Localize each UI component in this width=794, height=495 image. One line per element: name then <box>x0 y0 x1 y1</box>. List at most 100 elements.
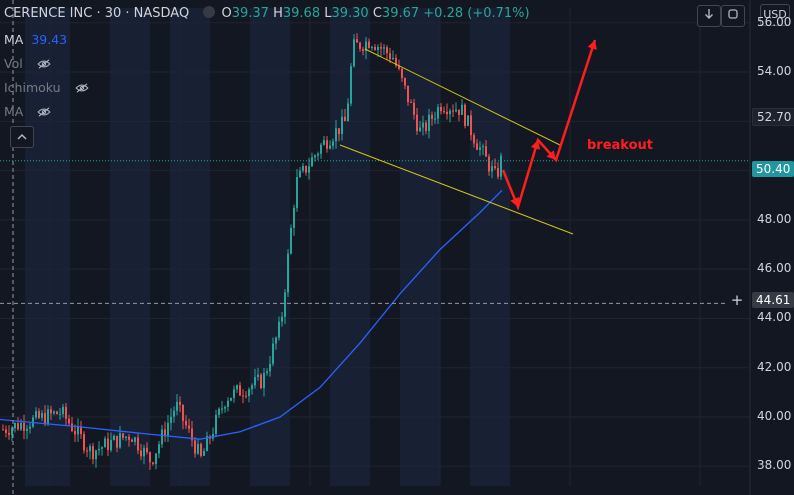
candle-body <box>2 429 4 431</box>
candle-body <box>461 104 463 115</box>
market-status-icon <box>203 6 216 18</box>
candle-body <box>110 440 112 451</box>
candle-body <box>5 429 7 433</box>
candle-body <box>215 414 217 434</box>
eye-off-icon[interactable] <box>74 83 89 93</box>
collapse-legend-button[interactable] <box>10 126 34 148</box>
candle-body <box>470 115 472 136</box>
candle-body <box>68 418 70 424</box>
candle-body <box>368 41 370 48</box>
candle-body <box>497 168 499 177</box>
candle-body <box>128 436 130 440</box>
candle-body <box>92 446 94 460</box>
symbol-legend: CERENCE INC · 30 · NASDAQ O39.37 H39.68 … <box>4 6 530 21</box>
candle-body <box>74 431 76 435</box>
breakout-annotation[interactable]: breakout <box>587 138 654 153</box>
indicator-vol-row[interactable]: Vol <box>4 56 51 71</box>
candle-body <box>413 102 415 115</box>
candle-body <box>464 104 466 126</box>
channel-lower-line <box>339 144 574 235</box>
candle-body <box>101 447 103 449</box>
candle-body <box>143 447 145 457</box>
eye-off-icon[interactable] <box>37 59 51 69</box>
session-band <box>470 8 510 486</box>
arrow-head <box>530 140 541 150</box>
candle-body <box>191 428 193 441</box>
candle-body <box>182 404 184 421</box>
candle-body <box>221 408 223 410</box>
candle-body <box>284 292 286 317</box>
eye-off-icon[interactable] <box>37 107 51 117</box>
session-band <box>250 8 290 486</box>
candle-body <box>218 408 220 415</box>
candle-body <box>134 437 136 442</box>
fullscreen-button[interactable] <box>721 5 745 27</box>
scroll-down-button[interactable] <box>697 5 721 27</box>
candle-body <box>281 316 283 322</box>
candle-body <box>77 426 79 435</box>
candle-body <box>446 111 448 115</box>
symbol-title[interactable]: CERENCE INC · 30 · NASDAQ <box>4 6 190 21</box>
candle-body <box>422 122 424 128</box>
candle-body <box>365 41 367 51</box>
candle-body <box>293 207 295 228</box>
candle-body <box>50 409 52 414</box>
candle-body <box>395 57 397 66</box>
candle-body <box>296 177 298 208</box>
close-value: 39.67 <box>381 6 420 21</box>
indicator-ichimoku-row[interactable]: Ichimoku <box>4 80 89 95</box>
candle-body <box>59 413 61 415</box>
change-value: +0.28 (+0.71%) <box>423 6 530 21</box>
moving-average-line <box>0 189 503 440</box>
candle-body <box>56 411 58 415</box>
candle-body <box>122 433 124 438</box>
indicator-ichimoku-name: Ichimoku <box>4 80 61 95</box>
indicator-ma2-name: MA <box>4 104 24 119</box>
upper-price-tag: 52.70 <box>752 108 794 126</box>
indicator-ma-row[interactable]: MA 39.43 <box>4 32 67 47</box>
open-value: 39.37 <box>231 6 269 21</box>
candle-body <box>170 416 172 423</box>
candle-body <box>155 453 157 465</box>
candle-body <box>53 411 55 414</box>
candle-body <box>23 422 25 431</box>
candle-body <box>479 147 481 150</box>
candle-body <box>125 436 127 438</box>
candle-body <box>275 337 277 344</box>
candle-body <box>371 46 373 48</box>
cursor-price-tag: 44.61 <box>752 292 794 308</box>
candle-body <box>269 363 271 372</box>
arrow-head <box>510 197 520 207</box>
candle-body <box>194 440 196 454</box>
candle-body <box>257 374 259 378</box>
candle-body <box>380 47 382 49</box>
currency-button[interactable]: USD <box>760 4 790 26</box>
indicator-ma2-row[interactable]: MA <box>4 104 51 119</box>
candle-body <box>233 389 235 398</box>
candle-body <box>236 385 238 390</box>
candle-body <box>335 128 337 142</box>
candle-body <box>500 155 502 177</box>
candle-body <box>26 428 28 431</box>
candle-body <box>29 426 31 429</box>
price-axis-label: 38.00 <box>757 458 792 473</box>
candle-body <box>416 114 418 132</box>
candle-body <box>449 110 451 115</box>
candle-body <box>344 116 346 122</box>
candle-body <box>359 42 361 49</box>
candle-body <box>113 435 115 441</box>
candle-body <box>239 385 241 396</box>
candle-body <box>320 144 322 154</box>
candle-body <box>206 436 208 452</box>
candle-body <box>278 321 280 338</box>
indicator-ma-name: MA <box>4 32 24 47</box>
candle-body <box>38 411 40 418</box>
arrow-head <box>587 40 597 50</box>
candle-body <box>179 401 181 405</box>
candle-body <box>251 385 253 390</box>
candle-body <box>488 156 490 172</box>
candle-body <box>329 145 331 149</box>
crosshair-plus-icon[interactable]: + <box>730 291 744 309</box>
